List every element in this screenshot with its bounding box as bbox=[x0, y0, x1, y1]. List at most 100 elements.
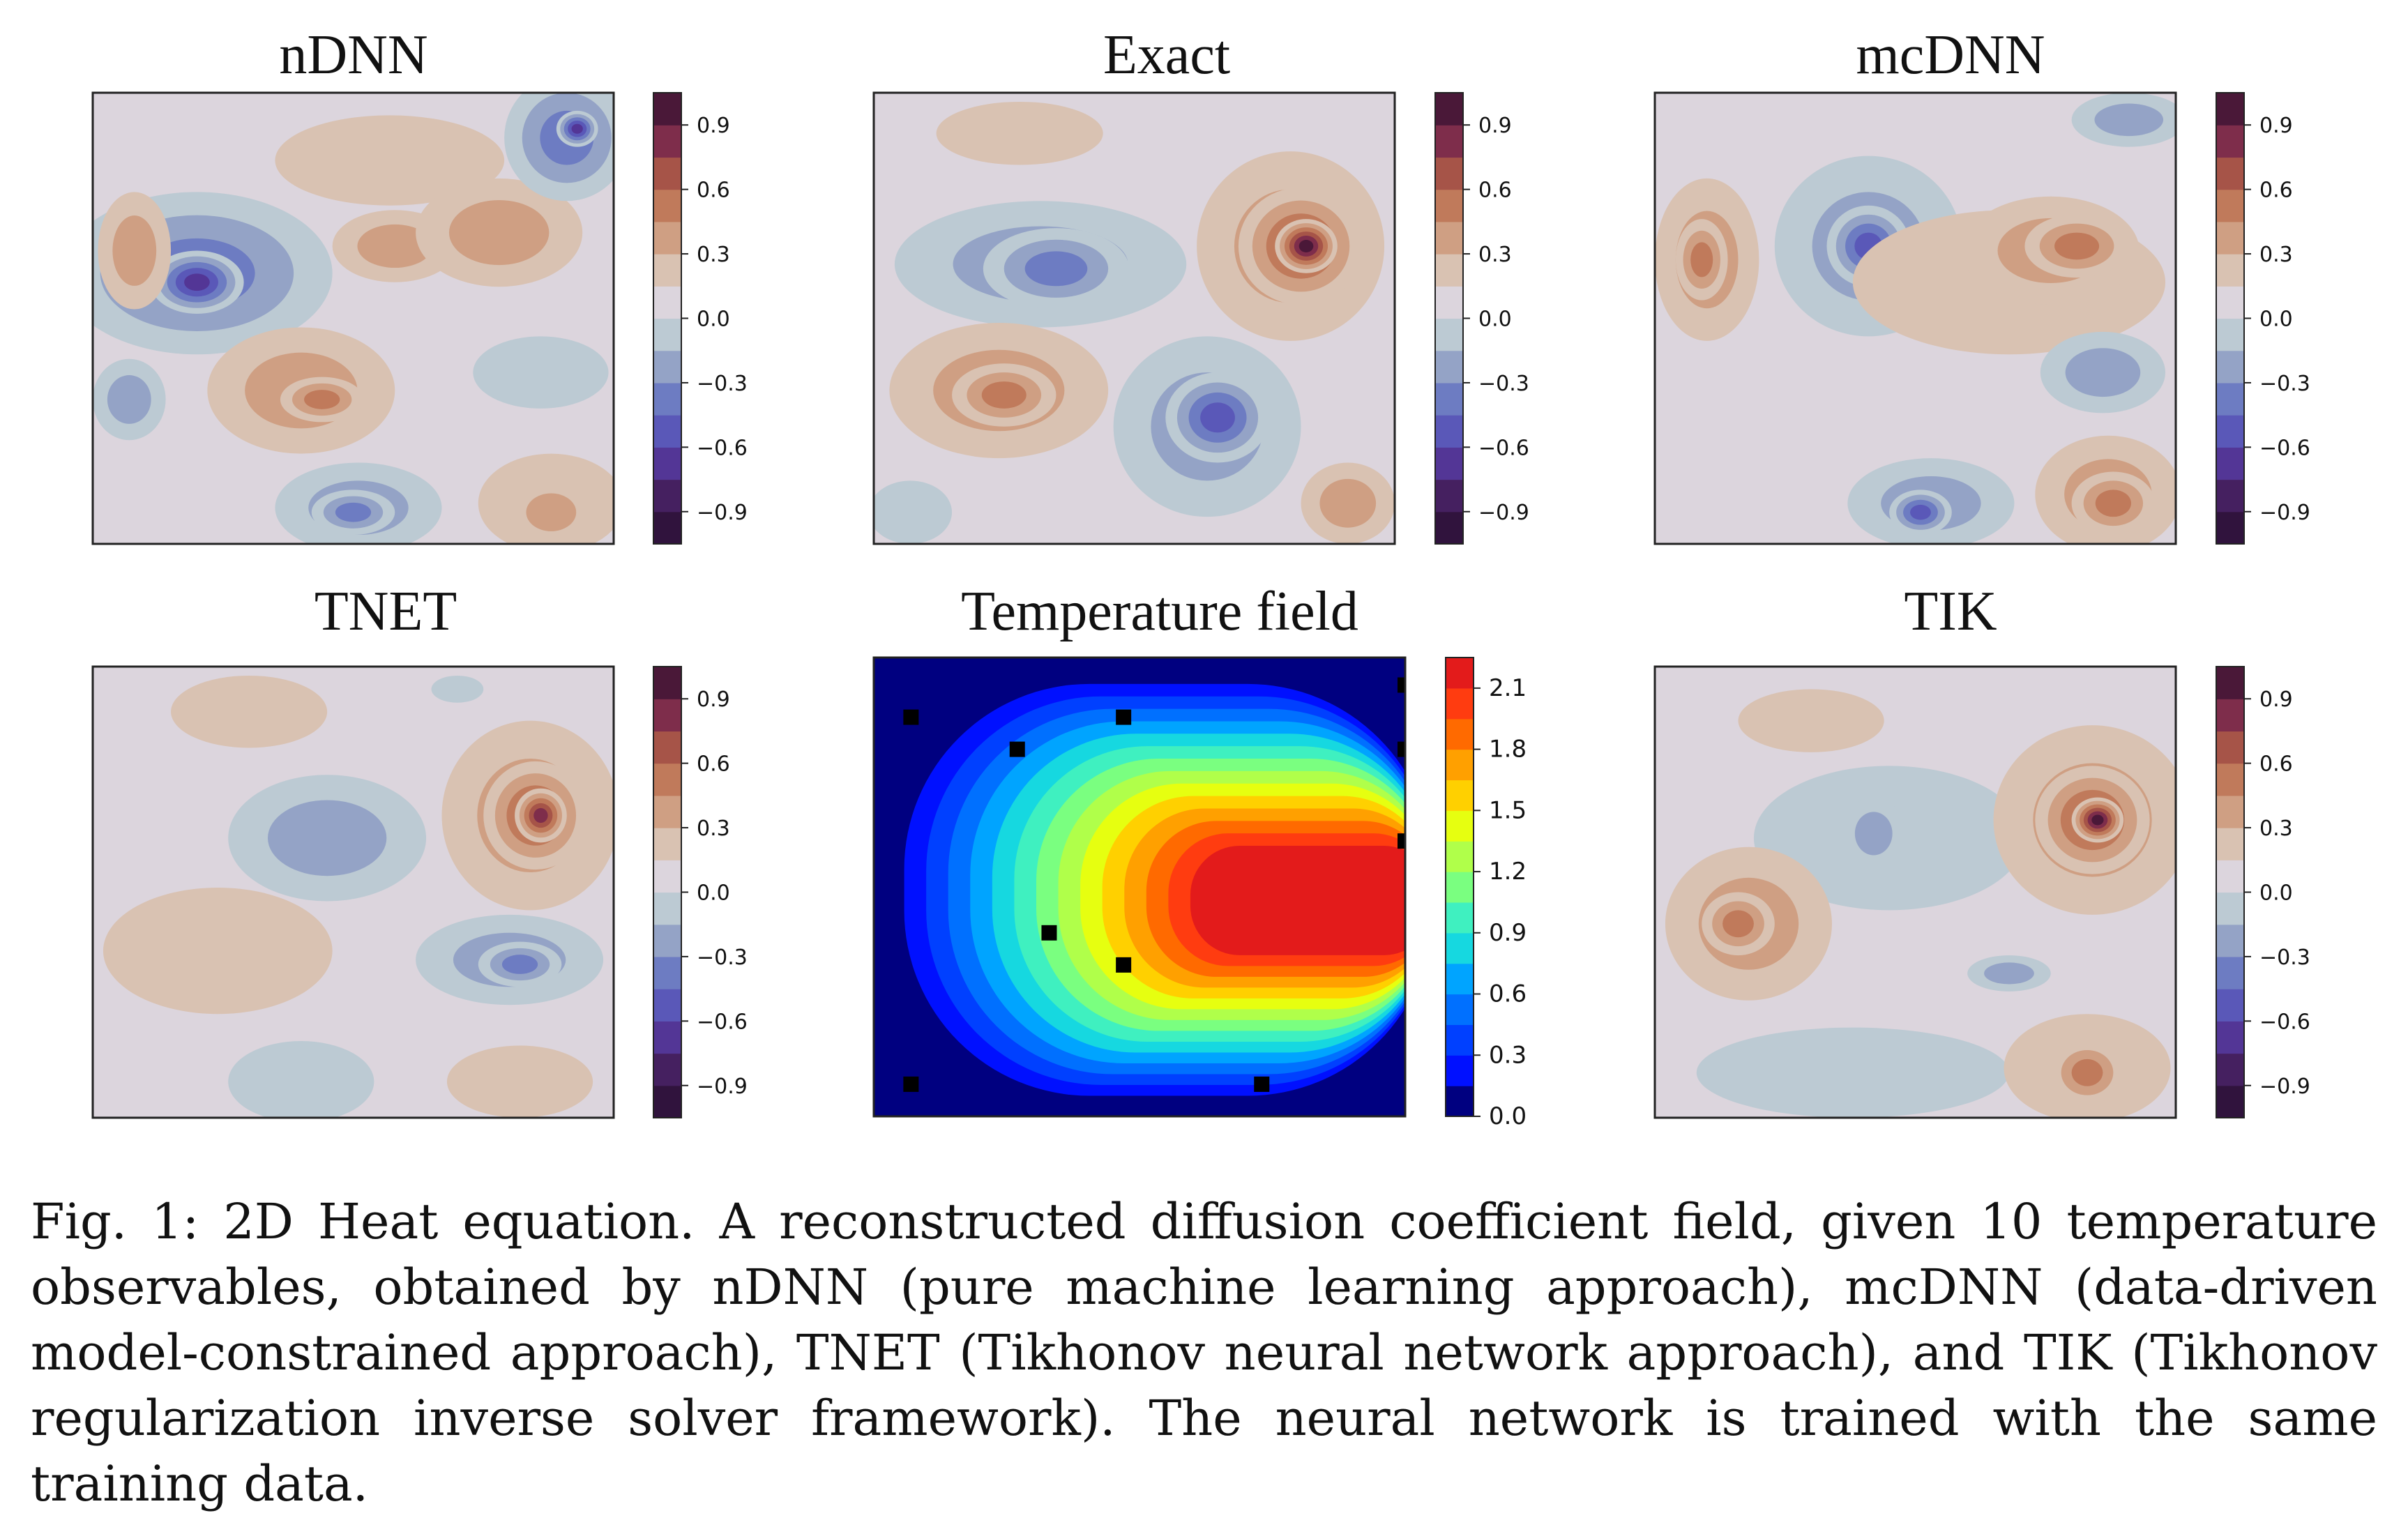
observation-point bbox=[1398, 677, 1405, 693]
colorbar-segment bbox=[1446, 780, 1474, 811]
colorbar-segment bbox=[1435, 382, 1463, 416]
contour-level bbox=[1190, 846, 1405, 955]
contour-level bbox=[304, 390, 340, 409]
colorbar-segment bbox=[1435, 447, 1463, 480]
colorbar-segment bbox=[653, 93, 681, 126]
colorbar-segment bbox=[2216, 254, 2244, 287]
colorbar-tick-label: 0.9 bbox=[1489, 919, 1527, 947]
field-plot bbox=[93, 667, 614, 1118]
contour-level bbox=[107, 375, 151, 424]
colorbar-tick-label: 0.0 bbox=[697, 881, 730, 906]
colorbar-segment bbox=[1446, 1086, 1474, 1117]
colorbar-tick-label: 0.9 bbox=[2259, 688, 2293, 712]
colorbar-segment bbox=[653, 125, 681, 158]
panel-title: Temperature field bbox=[961, 581, 1358, 642]
colorbar-segment bbox=[653, 254, 681, 287]
contour-level bbox=[874, 480, 953, 544]
contour-level bbox=[275, 115, 505, 206]
contour-level bbox=[501, 955, 538, 974]
contour-level bbox=[1696, 1027, 2009, 1118]
colorbar-segment bbox=[1435, 350, 1463, 384]
colorbar-segment bbox=[653, 382, 681, 416]
colorbar-segment bbox=[653, 1085, 681, 1118]
colorbar-tick-label: 1.2 bbox=[1489, 858, 1527, 886]
colorbar-tick-label: 0.3 bbox=[1478, 243, 1512, 267]
observation-point bbox=[903, 1076, 919, 1092]
colorbar-tick-label: 0.9 bbox=[1478, 114, 1512, 138]
colorbar-tick-label: −0.9 bbox=[2259, 501, 2310, 525]
colorbar-tick-label: 1.5 bbox=[1489, 796, 1527, 824]
panel-title: mcDNN bbox=[1856, 24, 2045, 86]
contour-level bbox=[103, 888, 333, 1015]
colorbar-segment bbox=[653, 795, 681, 828]
colorbar-segment bbox=[1435, 511, 1463, 545]
figure-caption: Fig. 1: 2D Heat equation. A reconstructe… bbox=[31, 1189, 2377, 1517]
colorbar-segment bbox=[1435, 286, 1463, 319]
contour-level bbox=[431, 675, 484, 703]
contour-level bbox=[171, 675, 328, 748]
colorbar-segment bbox=[1446, 1024, 1474, 1056]
colorbar-segment bbox=[653, 286, 681, 319]
colorbar-segment bbox=[2216, 699, 2244, 732]
contour-level bbox=[448, 199, 550, 266]
colorbar-segment bbox=[653, 479, 681, 512]
colorbar-segment bbox=[2216, 860, 2244, 893]
colorbar-tick-label: 0.9 bbox=[697, 114, 730, 138]
colorbar-tick-label: −0.9 bbox=[697, 1074, 748, 1099]
colorbar-tick-label: 0.6 bbox=[2259, 179, 2293, 203]
colorbar-segment bbox=[2216, 1085, 2244, 1118]
colorbar-segment bbox=[1435, 93, 1463, 126]
colorbar-segment bbox=[1446, 932, 1474, 964]
colorbar-tick-label: 0.6 bbox=[697, 179, 730, 203]
colorbar: 2.1 1.8 1.5 1.2 0.9 0.6 0.3 0.0 bbox=[1445, 657, 1527, 1130]
colorbar-segment bbox=[1435, 189, 1463, 222]
colorbar-tick-label: 0.3 bbox=[1489, 1041, 1527, 1069]
colorbar-segment bbox=[2216, 892, 2244, 925]
colorbar-tick-label: −0.6 bbox=[2259, 436, 2310, 460]
contour-level bbox=[1690, 242, 1713, 278]
colorbar-tick-label: 0.0 bbox=[1489, 1102, 1527, 1130]
contour-level bbox=[2095, 489, 2131, 517]
colorbar-tick-label: 0.0 bbox=[2259, 307, 2293, 332]
observation-point bbox=[1009, 741, 1025, 757]
colorbar-tick-label: 0.6 bbox=[1478, 179, 1512, 203]
colorbar-tick-label: −0.6 bbox=[697, 1010, 748, 1034]
colorbar-segment bbox=[653, 189, 681, 222]
contour-level bbox=[446, 1045, 593, 1118]
colorbar-segment bbox=[2216, 350, 2244, 384]
field-plot bbox=[874, 93, 1395, 544]
contour-level bbox=[571, 123, 583, 134]
colorbar-segment bbox=[653, 731, 681, 764]
plot-frame bbox=[872, 656, 1407, 1118]
colorbar-segment bbox=[653, 667, 681, 699]
colorbar-segment bbox=[1446, 688, 1474, 720]
colorbar-tick-label: 0.6 bbox=[697, 752, 730, 777]
colorbar-segment bbox=[2216, 731, 2244, 764]
colorbar-segment bbox=[653, 318, 681, 351]
colorbar-segment bbox=[653, 924, 681, 957]
colorbar-segment bbox=[653, 989, 681, 1022]
panel-title: Exact bbox=[1103, 24, 1230, 86]
contour-level bbox=[1722, 910, 1754, 938]
colorbar-tick-label: −0.9 bbox=[1478, 501, 1529, 525]
colorbar-segment bbox=[2216, 447, 2244, 480]
colorbar-tick-label: −0.3 bbox=[2259, 946, 2310, 970]
colorbar-segment bbox=[653, 763, 681, 796]
colorbar-segment bbox=[2216, 415, 2244, 448]
colorbar-segment bbox=[2216, 828, 2244, 860]
plot-frame bbox=[1653, 665, 2177, 1119]
colorbar-tick-label: −0.3 bbox=[2259, 372, 2310, 396]
colorbar-segment bbox=[1446, 872, 1474, 903]
contour-level bbox=[335, 502, 372, 522]
colorbar-segment bbox=[653, 828, 681, 860]
field-plot bbox=[1655, 667, 2176, 1118]
colorbar-segment bbox=[2216, 318, 2244, 351]
colorbar-segment bbox=[653, 956, 681, 989]
colorbar-segment bbox=[653, 221, 681, 255]
contour-level bbox=[2065, 348, 2141, 397]
contour-level bbox=[1854, 812, 1893, 856]
colorbar-tick-label: 0.6 bbox=[1489, 980, 1527, 1008]
colorbar-segment bbox=[653, 511, 681, 545]
colorbar: 0.9 0.6 0.3 0.0 −0.3 −0.6 −0.9 bbox=[2216, 92, 2310, 545]
colorbar-segment bbox=[1446, 810, 1474, 842]
